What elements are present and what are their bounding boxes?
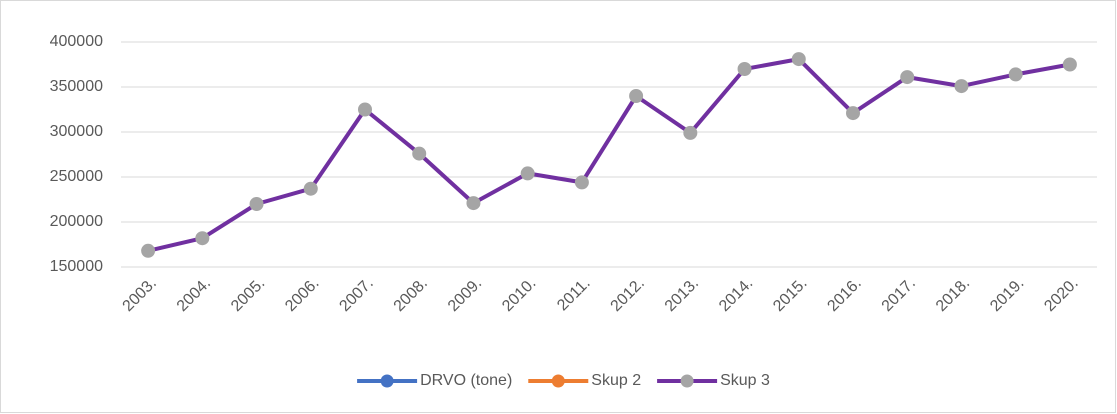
y-tick-label: 300000: [50, 123, 103, 140]
data-point: [520, 166, 535, 181]
legend-marker: [380, 374, 394, 388]
data-point: [846, 106, 860, 121]
y-tick-label: 350000: [50, 78, 103, 95]
data-point: [574, 175, 589, 190]
data-point: [358, 102, 372, 117]
y-tick-label: 150000: [50, 258, 103, 275]
data-point: [412, 146, 427, 161]
y-tick-label: 250000: [50, 168, 103, 185]
data-point: [900, 70, 915, 85]
data-point: [737, 62, 752, 76]
y-tick-label: 200000: [50, 213, 103, 230]
data-point: [954, 79, 969, 94]
data-point: [629, 89, 644, 103]
data-point: [195, 231, 210, 246]
data-point: [1062, 57, 1077, 72]
y-tick-label: 400000: [50, 33, 103, 50]
data-point: [141, 243, 156, 258]
data-point: [303, 181, 318, 196]
data-point: [683, 125, 698, 140]
data-point: [249, 197, 264, 211]
legend-label: Skup 2: [591, 372, 641, 389]
legend-marker: [551, 374, 565, 388]
data-point: [466, 196, 481, 211]
data-point: [791, 52, 806, 67]
series-line: [147, 57, 1071, 253]
legend-label: DRVO (tone): [420, 372, 512, 389]
legend-label: Skup 3: [720, 372, 770, 389]
data-point: [1008, 67, 1023, 82]
legend-marker: [680, 374, 694, 388]
legend: DRVO (tone) Skup 2 Skup 3: [357, 372, 770, 389]
